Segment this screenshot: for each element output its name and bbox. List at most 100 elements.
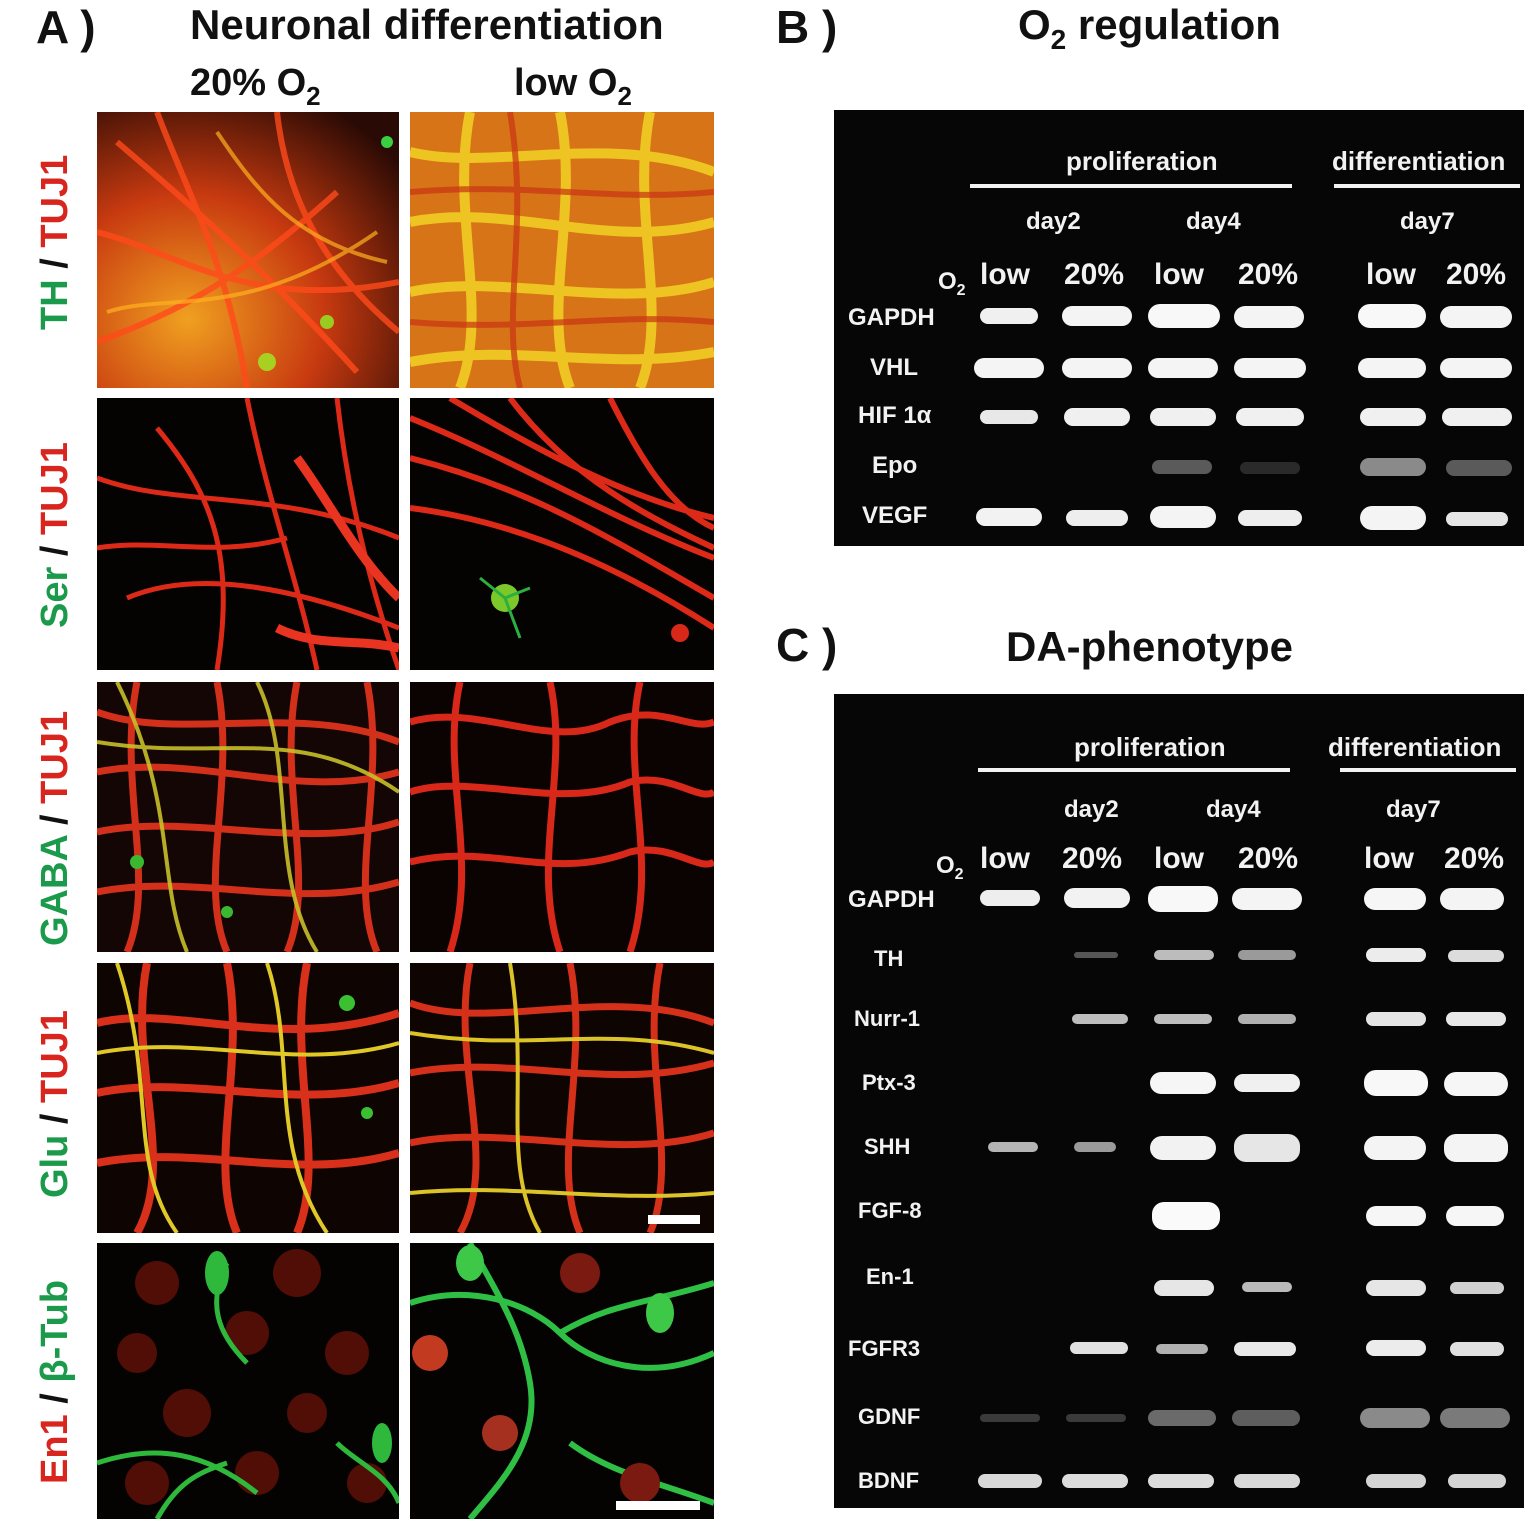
gene-gapdh: GAPDH	[848, 304, 935, 331]
band-fgf8-3	[1152, 1202, 1220, 1230]
group-differentiation: differentiation	[1332, 146, 1506, 176]
gel-da-phenotype: proliferation differentiation day2 day4 …	[834, 694, 1524, 1508]
label-day4: day4	[1186, 208, 1241, 235]
panel-b-title: O2 regulation	[1018, 1, 1281, 55]
band-vhl-2	[1062, 358, 1132, 378]
band-shh-3	[1150, 1136, 1216, 1160]
proliferation-line	[978, 768, 1290, 772]
band-hif1a-3	[1150, 408, 1216, 426]
band-bdnf-1	[978, 1474, 1042, 1488]
row-label-glu-tuj1: Glu / TUJ1	[34, 1010, 76, 1198]
row-label-en1-btub: En1 / β-Tub	[34, 1279, 76, 1484]
band-fgfr3-2	[1070, 1342, 1128, 1354]
lane-label-5: low	[1366, 258, 1416, 291]
label-day2: day2	[1026, 208, 1081, 235]
column-header-low-o2: low O2	[514, 62, 632, 111]
band-vhl-5	[1358, 358, 1426, 378]
gene-ptx3: Ptx-3	[862, 1070, 916, 1095]
band-gapdh-1	[980, 308, 1038, 324]
o2-label: O2	[938, 268, 966, 299]
lane-label-5: low	[1364, 842, 1414, 875]
band-vegf-6	[1446, 512, 1508, 526]
micro-gaba-20pct	[97, 682, 399, 952]
lane-label-4: 20%	[1238, 842, 1299, 875]
micro-th-20pct	[97, 112, 399, 388]
band-th-2	[1074, 952, 1118, 958]
band-bdnf-4	[1234, 1474, 1300, 1488]
proliferation-line	[970, 184, 1292, 188]
label-day7: day7	[1400, 208, 1455, 235]
band-en1-5	[1366, 1280, 1426, 1296]
lane-label-2: 20%	[1064, 258, 1125, 291]
band-ptx3-3	[1150, 1072, 1216, 1094]
o2-label: O2	[936, 852, 964, 883]
row-label-gaba-tuj1: GABA / TUJ1	[34, 710, 76, 946]
gene-shh: SHH	[864, 1134, 911, 1159]
panel-a-title: Neuronal differentiation	[190, 1, 664, 48]
band-hif1a-4	[1236, 408, 1304, 426]
band-gapdh-2	[1064, 888, 1130, 908]
band-gapdh-3	[1148, 886, 1218, 912]
micro-gaba-low	[410, 682, 714, 952]
band-epo-3	[1152, 460, 1212, 474]
micro-glu-low	[410, 963, 714, 1233]
panel-b-letter: B )	[776, 1, 838, 53]
band-vhl-4	[1234, 358, 1306, 378]
band-fgfr3-6	[1450, 1342, 1504, 1356]
gene-gdnf: GDNF	[858, 1404, 921, 1429]
band-gapdh-6	[1440, 888, 1504, 910]
band-gapdh-4	[1234, 306, 1304, 328]
band-hif1a-2	[1064, 408, 1130, 426]
band-shh-5	[1364, 1136, 1426, 1160]
column-header-20pct-o2: 20% O2	[190, 62, 321, 111]
band-shh-4	[1234, 1134, 1300, 1162]
band-vegf-5	[1360, 506, 1426, 530]
band-gapdh-6	[1440, 306, 1512, 328]
panel-c-letter: C )	[776, 619, 838, 671]
label-day4: day4	[1206, 796, 1261, 823]
gene-hif1a: HIF 1α	[858, 402, 932, 429]
band-bdnf-5	[1366, 1474, 1426, 1488]
lane-label-3: low	[1154, 258, 1204, 291]
band-vhl-3	[1148, 358, 1218, 378]
band-shh-2	[1074, 1142, 1116, 1152]
band-hif1a-6	[1442, 408, 1512, 426]
band-th-5	[1366, 948, 1426, 962]
lane-label-3: low	[1154, 842, 1204, 875]
band-epo-5	[1360, 458, 1426, 476]
micro-ser-20pct	[97, 398, 399, 670]
lane-label-4: 20%	[1238, 258, 1299, 291]
gene-vhl: VHL	[870, 354, 918, 381]
group-proliferation: proliferation	[1066, 146, 1218, 176]
lane-label-1: low	[980, 842, 1030, 875]
band-shh-1	[988, 1142, 1038, 1152]
band-vhl-1	[974, 358, 1044, 378]
lane-label-2: 20%	[1062, 842, 1123, 875]
gene-vegf: VEGF	[862, 502, 928, 529]
panel-c-title: DA-phenotype	[1006, 623, 1293, 670]
band-hif1a-1	[980, 410, 1038, 424]
band-hif1a-5	[1360, 408, 1426, 426]
label-day2: day2	[1064, 796, 1119, 823]
band-fgf8-5	[1366, 1206, 1426, 1226]
micro-en1-low	[410, 1243, 714, 1519]
band-th-4	[1238, 950, 1296, 960]
band-en1-3	[1154, 1280, 1214, 1296]
band-bdnf-3	[1148, 1474, 1214, 1488]
band-vhl-6	[1440, 358, 1512, 378]
lane-label-6: 20%	[1446, 258, 1507, 291]
gene-fgf8: FGF-8	[858, 1198, 922, 1223]
band-gapdh-3	[1148, 304, 1220, 328]
band-fgfr3-3	[1156, 1344, 1208, 1354]
band-bdnf-6	[1448, 1474, 1506, 1488]
band-gapdh-5	[1364, 888, 1426, 910]
band-gdnf-4	[1232, 1410, 1300, 1426]
gene-en1: En-1	[866, 1264, 914, 1289]
band-gdnf-6	[1440, 1408, 1510, 1428]
band-en1-6	[1450, 1282, 1504, 1294]
band-ptx3-5	[1364, 1070, 1428, 1096]
micro-ser-low	[410, 398, 714, 670]
band-fgfr3-4	[1234, 1342, 1296, 1356]
band-gapdh-1	[980, 890, 1040, 906]
band-en1-4	[1242, 1282, 1292, 1292]
